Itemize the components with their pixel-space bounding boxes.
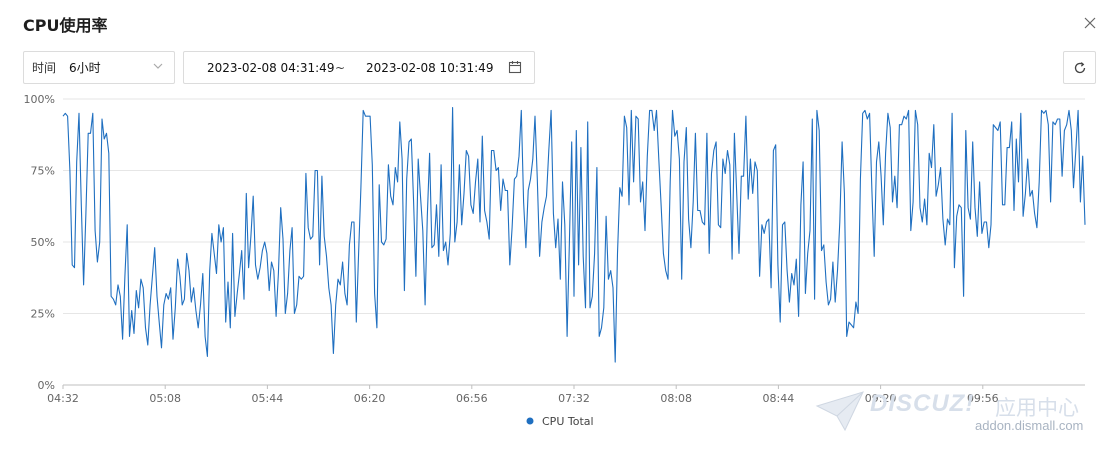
y-tick-label: 50%	[31, 236, 55, 249]
time-range-select[interactable]: 时间 6小时	[23, 51, 175, 84]
date-range-picker[interactable]: 2023-02-08 04:31:49 ~ 2023-02-08 10:31:4…	[183, 51, 535, 84]
series-line-cpu-total	[62, 107, 1086, 363]
range-start[interactable]: 2023-02-08 04:31:49	[207, 60, 335, 75]
refresh-button[interactable]	[1063, 51, 1096, 84]
time-select-value: 6小时	[69, 61, 101, 75]
x-tick-label: 08:44	[763, 392, 795, 405]
watermark: DISCUZ! 应用中心 addon.dismall.com	[815, 388, 1105, 438]
close-button[interactable]	[1081, 14, 1099, 32]
x-tick-label: 08:08	[660, 392, 692, 405]
close-icon	[1084, 17, 1096, 29]
y-tick-label: 25%	[31, 308, 55, 321]
cpu-usage-chart: 0% 25% 50% 75% 100% 04:32 05:08 05:44 06:20 06:56…	[24, 93, 1086, 428]
paper-plane-icon	[815, 391, 864, 432]
watermark-site: addon.dismall.com	[975, 418, 1084, 433]
watermark-cn: 应用中心	[995, 396, 1079, 420]
x-tick-label: 09:20	[865, 392, 897, 405]
legend-marker	[526, 417, 534, 425]
x-tick-label: 04:32	[47, 392, 79, 405]
range-end[interactable]: 2023-02-08 10:31:49	[366, 60, 494, 75]
y-tick-label: 75%	[31, 165, 55, 178]
y-tick-label: 100%	[24, 93, 55, 106]
x-tick-label: 06:56	[456, 392, 488, 405]
y-tick-label: 0%	[38, 379, 55, 392]
calendar-icon[interactable]	[508, 60, 522, 77]
refresh-icon	[1074, 61, 1085, 73]
x-tick-label: 05:44	[252, 392, 284, 405]
x-tick-label: 06:20	[354, 392, 386, 405]
legend-label: CPU Total	[542, 415, 594, 428]
dialog-title: CPU使用率	[23, 16, 108, 35]
range-separator: ~	[335, 60, 346, 75]
x-tick-label: 05:08	[149, 392, 181, 405]
chevron-down-icon	[152, 60, 164, 75]
x-tick-label: 09:56	[967, 392, 999, 405]
time-select-label: 时间	[32, 61, 57, 75]
watermark-brand: DISCUZ!	[870, 390, 975, 417]
x-tick-label: 07:32	[558, 392, 590, 405]
